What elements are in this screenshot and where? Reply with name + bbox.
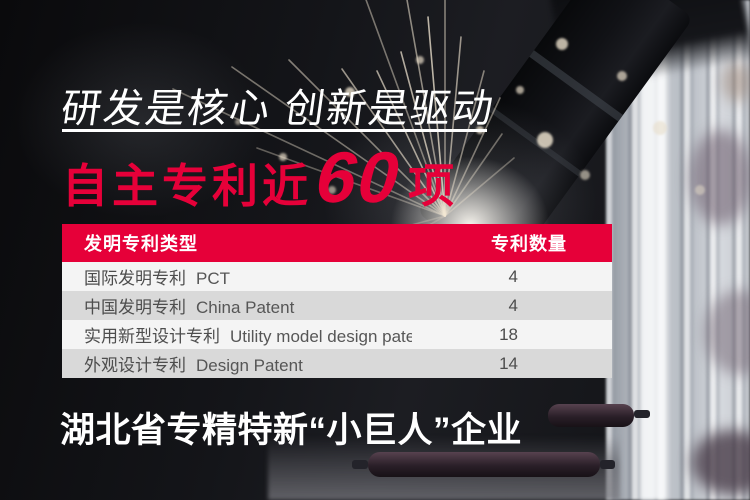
machinery-blur-blob [692, 430, 750, 495]
headline-underline [62, 129, 487, 132]
row-label-cn: 中国发明专利 [84, 298, 186, 317]
patent-count-suffix: 项 [408, 160, 459, 212]
row-value: 4 [508, 266, 518, 286]
row-label-en: China Patent [196, 298, 295, 317]
row-label-en: Utility model design patent [230, 327, 412, 346]
roller-axle [634, 410, 650, 418]
machinery-blur-blob [690, 130, 750, 225]
row-value: 14 [499, 353, 518, 373]
roller-cylinder [368, 452, 600, 477]
row-value: 4 [508, 295, 518, 315]
main-headline: 研发是核心 创新是驱动 [58, 87, 498, 131]
row-label-en: PCT [196, 269, 230, 288]
patent-table-header: 发明专利类型 专利数量 [62, 224, 612, 262]
row-label-cn: 国际发明专利 [84, 269, 186, 288]
patent-count-number: 60 [313, 138, 403, 218]
table-row: 实用新型设计专利 Utility model design patent 18 [62, 320, 612, 349]
patent-table: 发明专利类型 专利数量 国际发明专利 PCT 4 中国发明专利 China Pa… [62, 224, 612, 378]
machinery-blur-blob [722, 62, 750, 102]
row-label-cn: 实用新型设计专利 [84, 327, 220, 346]
patent-count-headline: 自主专利近 60 项 [62, 138, 459, 218]
patent-count-prefix: 自主专利近 [62, 160, 312, 212]
table-row: 国际发明专利 PCT 4 [62, 262, 612, 291]
roller-axle [352, 460, 368, 469]
header-count-label: 专利数量 [491, 234, 567, 254]
table-row: 外观设计专利 Design Patent 14 [62, 349, 612, 378]
roller-cylinder [548, 404, 634, 427]
row-label-en: Design Patent [196, 356, 303, 375]
roller-axle [600, 460, 615, 469]
row-label-cn: 外观设计专利 [84, 356, 186, 375]
enterprise-title: 湖北省专精特新“小巨人”企业 [60, 411, 523, 450]
row-value: 18 [499, 324, 518, 344]
header-type-label: 发明专利类型 [84, 234, 198, 254]
table-row: 中国发明专利 China Patent 4 [62, 291, 612, 320]
